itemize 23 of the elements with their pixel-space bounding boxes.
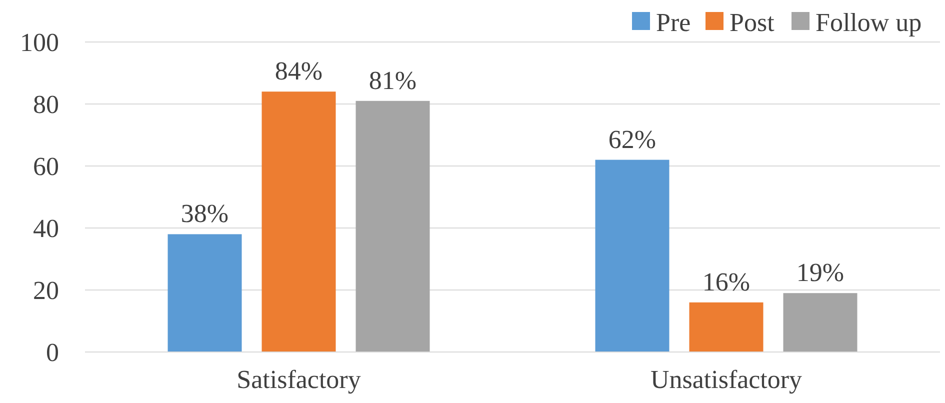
legend-label: Follow up — [816, 8, 922, 38]
data-label: 16% — [702, 267, 750, 296]
data-label: 84% — [274, 56, 323, 86]
y-tick-label: 20 — [33, 276, 59, 306]
legend-label: Post — [730, 8, 776, 38]
bar — [689, 302, 764, 352]
data-label: 81% — [368, 66, 417, 95]
bar — [595, 160, 670, 352]
bar — [356, 100, 430, 352]
y-tick-label: 60 — [33, 152, 59, 182]
legend-label: Pre — [656, 8, 691, 38]
bar — [168, 234, 242, 352]
data-label: 19% — [796, 258, 844, 288]
y-tick-label: 80 — [33, 90, 59, 120]
bar — [783, 293, 858, 352]
y-tick-label: 0 — [46, 338, 59, 368]
data-label: 38% — [180, 199, 229, 228]
x-tick-label: Unsatisfactory — [650, 365, 802, 394]
data-label: 62% — [608, 124, 656, 154]
y-tick-label: 100 — [20, 28, 59, 58]
bar — [262, 92, 336, 352]
y-tick-label: 40 — [33, 214, 59, 244]
x-tick-label: Satisfactory — [236, 365, 361, 394]
